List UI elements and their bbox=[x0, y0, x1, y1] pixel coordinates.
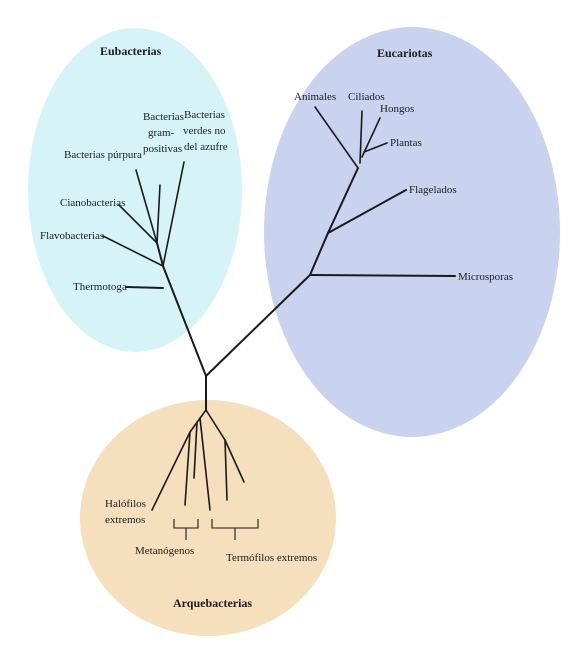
label-gram-line3: positivas bbox=[143, 143, 182, 155]
label-flavobacterias: Flavobacterias bbox=[40, 230, 104, 242]
eukaryota-title: Eucariotas bbox=[377, 46, 433, 60]
label-bacterias-purpura: Bacterias púrpura bbox=[64, 149, 142, 161]
label-metanogenos: Metanógenos bbox=[135, 545, 194, 557]
root-to-eukaryota bbox=[205, 274, 311, 377]
branch-eukaryota-trunk bbox=[309, 232, 329, 276]
branch-verdes-no-azufre bbox=[162, 161, 185, 267]
branch-archaea-left bbox=[189, 409, 207, 433]
label-gram-line2: gram- bbox=[148, 127, 175, 139]
label-halofilos-line2: extremos bbox=[105, 514, 145, 526]
branch-archaea-right bbox=[205, 409, 226, 441]
metanogenos-bracket bbox=[173, 519, 199, 540]
archaea-region bbox=[80, 400, 336, 636]
branch-hongos bbox=[361, 117, 381, 158]
branch-crown bbox=[327, 167, 359, 234]
archaea-title: Arquebacterias bbox=[173, 596, 252, 610]
branch-eubacteria-trunk bbox=[156, 242, 164, 267]
termofilos-bracket bbox=[211, 519, 259, 540]
label-verdes-line3: del azufre bbox=[184, 141, 228, 153]
label-flagelados: Flagelados bbox=[409, 184, 457, 196]
label-cianobacterias: Cianobacterias bbox=[60, 197, 125, 209]
root-to-eubacteria bbox=[162, 265, 207, 377]
label-termofilos: Termófilos extremos bbox=[226, 552, 317, 564]
tree-branches bbox=[102, 106, 456, 511]
branch-termofilo-1 bbox=[199, 417, 211, 511]
label-verdes-line1: Bacterias bbox=[184, 109, 225, 121]
branch-thermotoga bbox=[125, 286, 164, 289]
label-microsporas: Microsporas bbox=[458, 271, 513, 283]
label-plantas: Plantas bbox=[390, 137, 422, 149]
branch-ciliados bbox=[359, 110, 363, 164]
branch-microsporas bbox=[309, 274, 456, 277]
branch-bacterias-purpura bbox=[135, 169, 158, 244]
branch-termofilo-2 bbox=[224, 439, 228, 501]
eubacteria-title: Eubacterias bbox=[100, 44, 162, 58]
label-verdes-line2: verdes no bbox=[183, 125, 226, 137]
eukaryota-region bbox=[264, 27, 560, 437]
branch-halofilos bbox=[151, 431, 191, 511]
label-hongos: Hongos bbox=[380, 103, 414, 115]
eubacteria-region bbox=[28, 28, 242, 352]
label-halofilos-line1: Halófilos bbox=[105, 498, 146, 510]
branch-animales bbox=[314, 106, 359, 169]
label-ciliados: Ciliados bbox=[348, 91, 385, 103]
branch-flavobacterias bbox=[102, 235, 164, 267]
label-gram-line1: Bacterias bbox=[143, 111, 184, 123]
branch-metanogeno-2 bbox=[193, 421, 198, 479]
branch-cianobacterias bbox=[118, 204, 158, 244]
branch-gram-positivas bbox=[156, 184, 161, 244]
branch-termofilo-3 bbox=[224, 439, 245, 483]
branch-flagelados bbox=[327, 189, 407, 234]
branch-metanogeno-1 bbox=[184, 431, 191, 506]
branch-plantas bbox=[363, 142, 388, 153]
label-thermotoga: Thermotoga bbox=[73, 281, 127, 293]
label-animales: Animales bbox=[294, 91, 336, 103]
